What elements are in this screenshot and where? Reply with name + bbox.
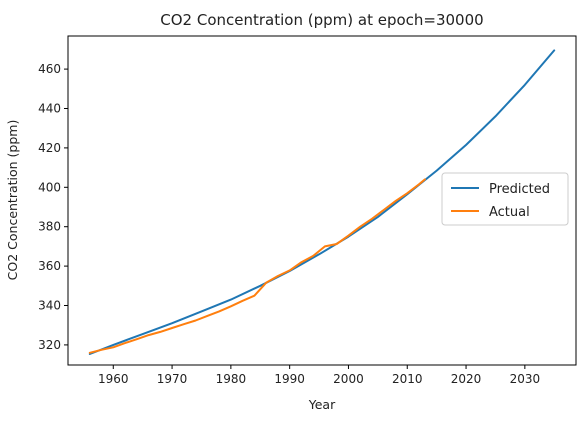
x-tick-label: 2020 [451, 372, 482, 386]
x-axis: 1960 1970 1980 1990 2000 2010 2020 2030 [98, 365, 540, 386]
y-tick-label: 320 [38, 338, 61, 352]
y-tick-label: 360 [38, 259, 61, 273]
x-axis-label: Year [308, 397, 336, 412]
legend-label-actual: Actual [489, 205, 530, 220]
legend: Predicted Actual [441, 172, 569, 226]
y-axis: 320 340 360 380 400 420 440 460 [38, 62, 68, 352]
y-axis-label: CO2 Concentration (ppm) [5, 120, 20, 281]
y-tick-label: 380 [38, 220, 61, 234]
x-tick-label: 1970 [157, 372, 188, 386]
x-tick-label: 2010 [392, 372, 423, 386]
x-tick-label: 2000 [333, 372, 364, 386]
x-tick-label: 1990 [274, 372, 305, 386]
series-line-predicted [88, 49, 556, 355]
y-tick-label: 420 [38, 141, 61, 155]
y-tick-label: 400 [38, 180, 61, 194]
plot-frame [67, 35, 577, 366]
y-tick-label: 340 [38, 299, 61, 313]
series-line-actual [88, 178, 426, 354]
x-tick-label: 1980 [216, 372, 247, 386]
x-tick-label: 2030 [510, 372, 541, 386]
legend-label-predicted: Predicted [489, 182, 550, 197]
y-tick-label: 460 [38, 62, 61, 76]
y-tick-label: 440 [38, 101, 61, 115]
chart-title: CO2 Concentration (ppm) at epoch=30000 [160, 11, 483, 29]
x-tick-label: 1960 [98, 372, 129, 386]
plot-area [88, 49, 556, 355]
